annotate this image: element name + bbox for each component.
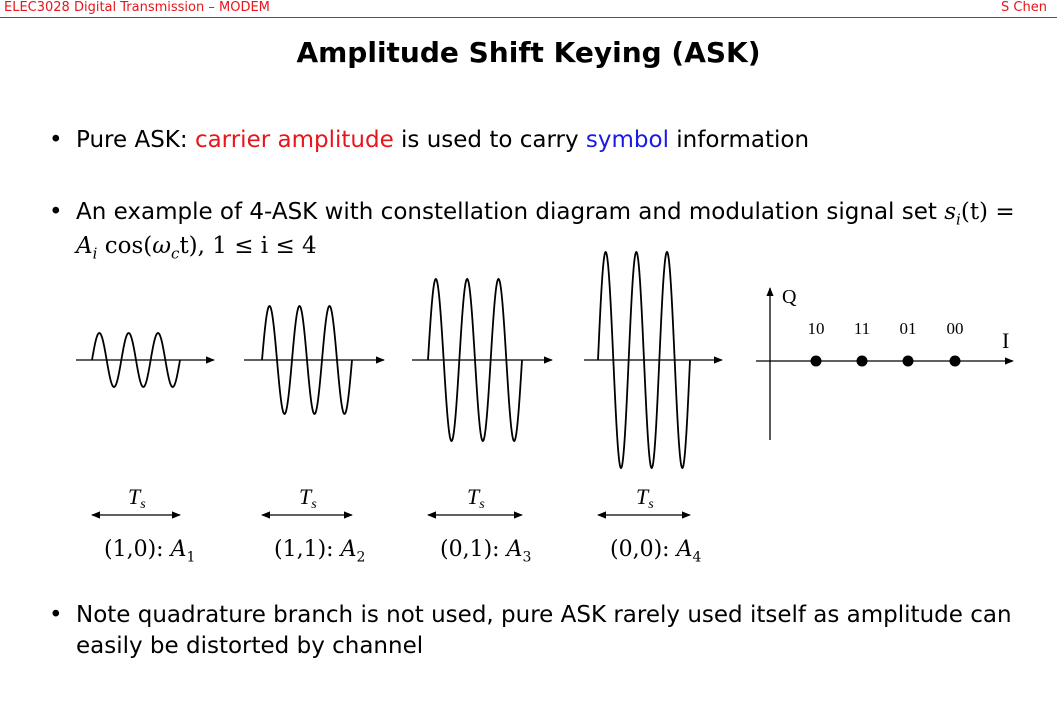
constellation-point xyxy=(856,355,868,367)
b2-eq-tail: t), 1 ≤ i ≤ 4 xyxy=(179,233,317,259)
b3-text: Note quadrature branch is not used, pure… xyxy=(76,602,1012,659)
bits-label: (1,0): xyxy=(104,537,171,562)
bits-label: (0,0): xyxy=(610,537,677,562)
bullet-pure-ask: • Pure ASK: carrier amplitude is used to… xyxy=(49,125,810,156)
header-rule xyxy=(0,17,1057,18)
i-axis-label: I xyxy=(1002,328,1009,353)
waveform-label-4: (0,0): A4 xyxy=(610,537,701,565)
waveforms-group xyxy=(76,250,723,470)
waveform-label-2: (1,1): A2 xyxy=(274,537,365,565)
constellation-point xyxy=(902,355,914,367)
b2-eq-omega-sub: c xyxy=(171,244,180,263)
b2-line1: An example of 4-ASK with constellation d… xyxy=(76,199,945,225)
b2-eq-rest: (t) = xyxy=(960,199,1015,225)
bullet-dot: • xyxy=(49,127,63,153)
symbol-period-label: Ts xyxy=(299,484,317,512)
ask-waveform-1 xyxy=(91,332,181,388)
amplitude-subscript: 3 xyxy=(522,549,532,566)
bits-label: (0,1): xyxy=(440,537,507,562)
bullet-dot: • xyxy=(49,199,63,225)
constellation-point-label: 11 xyxy=(854,319,870,338)
header-left: ELEC3028 Digital Transmission – MODEM xyxy=(4,0,270,15)
bullet-note: • Note quadrature branch is not used, pu… xyxy=(49,600,1031,662)
slide-title: Amplitude Shift Keying (ASK) xyxy=(296,36,761,69)
constellation-point-label: 00 xyxy=(947,319,964,338)
constellation-diagram: Q I 10 11 01 00 xyxy=(756,286,1014,440)
amplitude-subscript: 2 xyxy=(356,549,366,566)
symbol-period-label: Ts xyxy=(467,484,485,512)
b2-eq-s-sub: i xyxy=(956,210,961,229)
b2-eq-s: s xyxy=(944,199,957,225)
b1-prefix: Pure ASK: xyxy=(76,127,195,153)
b2-eq-A-sub: i xyxy=(92,244,98,263)
waveform-label-3: (0,1): A3 xyxy=(440,537,531,565)
symbol-period-label: Ts xyxy=(636,484,654,512)
b1-mid: is used to carry xyxy=(393,127,586,153)
b2-eq-A: A xyxy=(76,233,93,259)
bullet-4ask-eq-line2: Ai cos(ωct), 1 ≤ i ≤ 4 xyxy=(76,231,317,270)
waveform-label-1: (1,0): A1 xyxy=(104,537,195,565)
amplitude-symbol: A xyxy=(340,537,357,562)
constellation-point xyxy=(949,355,961,367)
b1-red: carrier amplitude xyxy=(194,127,394,153)
amplitude-subscript: 1 xyxy=(186,549,196,566)
constellation-point-label: 01 xyxy=(900,319,917,338)
b1-suffix: information xyxy=(668,127,810,153)
q-axis-label: Q xyxy=(782,286,797,308)
ask-waveform-2 xyxy=(261,305,353,415)
amplitude-symbol: A xyxy=(676,537,693,562)
ask-waveform-4 xyxy=(597,250,691,470)
b2-eq-cos: cos( xyxy=(97,233,153,259)
amplitude-subscript: 4 xyxy=(692,549,702,566)
symbol-period-label: Ts xyxy=(128,484,146,512)
header-right: S Chen xyxy=(1001,0,1047,15)
bits-label: (1,1): xyxy=(274,537,341,562)
b1-blue: symbol xyxy=(585,127,669,153)
constellation-point xyxy=(810,355,822,367)
amplitude-symbol: A xyxy=(170,537,187,562)
bullet-4ask-example: • An example of 4-ASK with constellation… xyxy=(49,197,1036,236)
ask-waveform-3 xyxy=(427,277,523,443)
symbol-period-group: Ts Ts Ts Ts xyxy=(91,484,691,519)
constellation-point-label: 10 xyxy=(808,319,825,338)
b2-eq-omega: ω xyxy=(152,233,172,259)
bullet-dot: • xyxy=(49,602,63,628)
amplitude-symbol: A xyxy=(506,537,523,562)
